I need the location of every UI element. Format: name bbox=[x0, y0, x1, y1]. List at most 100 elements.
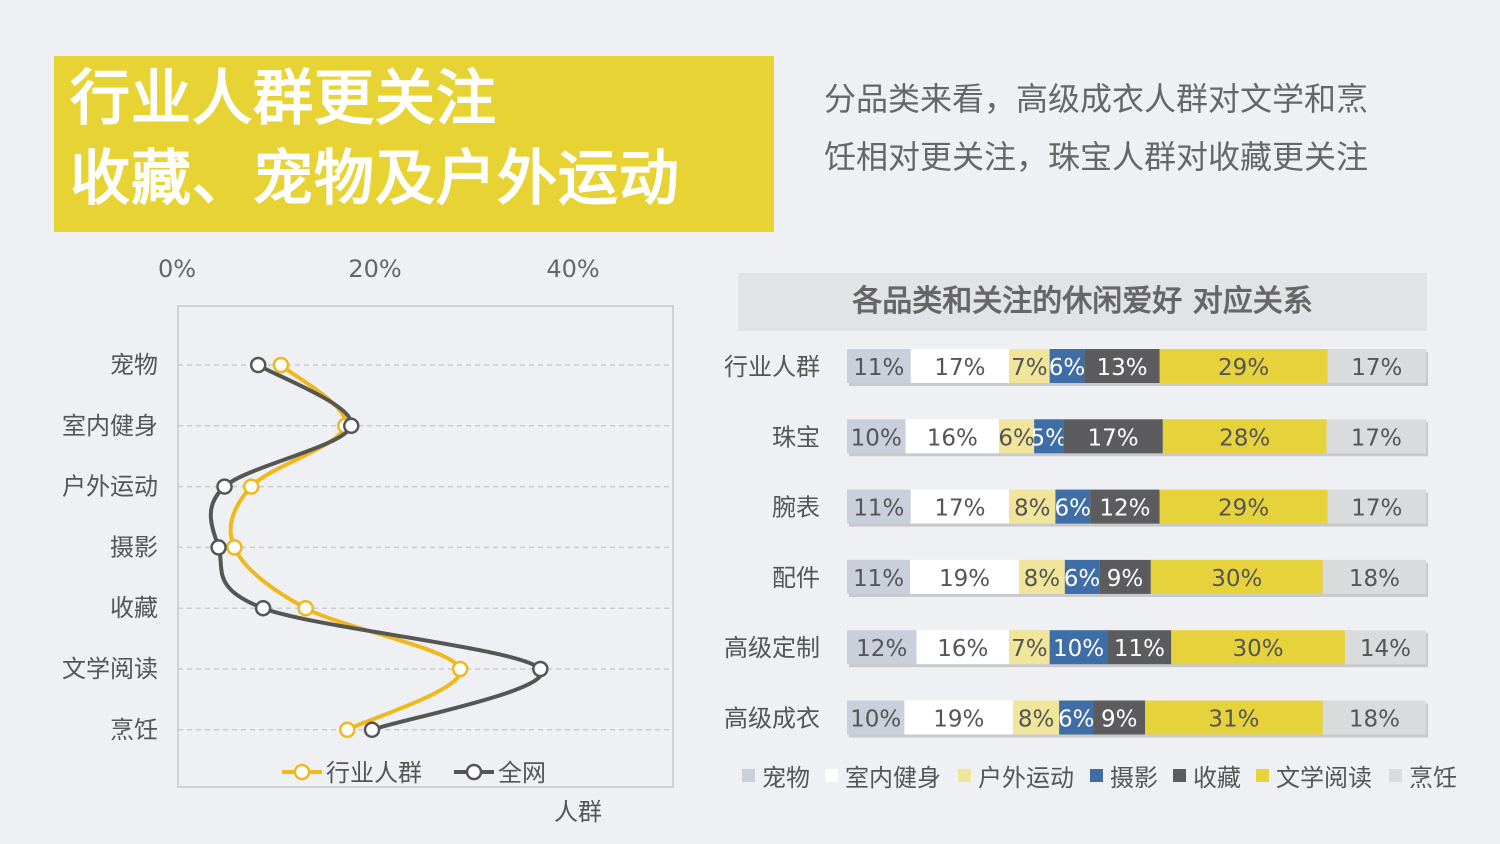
bar-value-label: 17% bbox=[934, 496, 985, 522]
bar-value-label: 18% bbox=[1349, 707, 1400, 733]
bar-segment bbox=[1327, 489, 1426, 524]
bar-value-label: 16% bbox=[927, 425, 978, 451]
bar-segment bbox=[910, 349, 1010, 383]
bar-segment bbox=[1099, 559, 1151, 594]
data-point bbox=[363, 721, 381, 739]
bar-segment bbox=[1009, 630, 1050, 665]
bar-segment bbox=[905, 419, 1000, 454]
bar-segment bbox=[847, 559, 911, 594]
bar-value-label: 8% bbox=[1014, 496, 1051, 522]
bar-segment bbox=[1162, 419, 1327, 454]
bar-shadow bbox=[849, 352, 1428, 386]
bar-value-label: 10% bbox=[1053, 636, 1104, 662]
bar-segment bbox=[1159, 349, 1328, 383]
bar-segment bbox=[847, 419, 906, 454]
bar-value-label: 29% bbox=[1218, 496, 1269, 522]
bar-value-label: 10% bbox=[851, 425, 902, 451]
bar-shadow bbox=[849, 422, 1428, 457]
headline-line-1: 行业人群更关注 bbox=[70, 64, 497, 134]
bar-value-label: 30% bbox=[1233, 636, 1284, 662]
bar-segment bbox=[1171, 630, 1345, 665]
legend-label: 行业人群 bbox=[326, 759, 422, 787]
bar-segment bbox=[1322, 559, 1426, 594]
bar-chart-title-bar: 各品类和关注的休闲爱好 对应关系 bbox=[738, 273, 1427, 331]
data-point bbox=[339, 721, 356, 739]
bar-value-label: 6% bbox=[1049, 355, 1086, 381]
bar-value-label: 7% bbox=[1011, 355, 1048, 381]
bar-value-label: 12% bbox=[856, 636, 907, 662]
bar-value-label: 9% bbox=[1101, 707, 1138, 733]
bar-value-label: 13% bbox=[1096, 355, 1147, 381]
bar-value-label: 17% bbox=[1351, 425, 1402, 451]
bar-segment bbox=[1145, 700, 1323, 735]
category-label: 文学阅读 bbox=[62, 655, 158, 683]
bar-segment bbox=[847, 700, 905, 735]
legend-label: 摄影 bbox=[1110, 764, 1158, 792]
bar-segment bbox=[904, 700, 1014, 735]
bar-segment bbox=[847, 489, 911, 524]
legend-label: 室内健身 bbox=[845, 764, 941, 792]
bar-category-label: 高级定制 bbox=[724, 634, 820, 662]
legend-label: 文学阅读 bbox=[1276, 764, 1372, 792]
bar-category-label: 腕表 bbox=[772, 494, 820, 522]
legend-label: 烹饪 bbox=[1409, 764, 1457, 792]
bar-segment bbox=[847, 349, 911, 383]
bar-value-label: 6% bbox=[1058, 707, 1095, 733]
legend-label: 全网 bbox=[498, 759, 546, 787]
x-tick-label: 20% bbox=[348, 255, 401, 283]
bar-segment bbox=[999, 419, 1035, 454]
legend-marker bbox=[293, 763, 311, 781]
bar-value-label: 11% bbox=[853, 355, 904, 381]
bar-segment bbox=[1009, 349, 1050, 383]
legend-marker bbox=[465, 763, 483, 781]
headline-box: 行业人群更关注 收藏、宠物及户外运动 bbox=[54, 56, 774, 232]
x-tick-label: 40% bbox=[546, 255, 599, 283]
bar-category-label: 珠宝 bbox=[772, 423, 820, 451]
legend-swatch bbox=[1389, 769, 1402, 782]
bar-segment bbox=[910, 489, 1010, 524]
legend-label: 户外运动 bbox=[978, 764, 1074, 792]
bar-segment bbox=[1055, 489, 1091, 524]
legend-label: 收藏 bbox=[1193, 764, 1241, 792]
bar-value-label: 30% bbox=[1211, 566, 1262, 592]
bar-value-label: 11% bbox=[853, 496, 904, 522]
bar-segment bbox=[1059, 700, 1094, 735]
legend-swatch bbox=[1173, 769, 1186, 782]
bar-segment bbox=[1159, 489, 1328, 524]
category-label: 摄影 bbox=[110, 533, 158, 561]
legend-swatch bbox=[1090, 769, 1103, 782]
description-line-2: 饪相对更关注，珠宝人群对收藏更关注 bbox=[824, 138, 1369, 176]
bar-value-label: 9% bbox=[1107, 566, 1144, 592]
bar-value-label: 6% bbox=[1055, 496, 1092, 522]
bar-category-label: 行业人群 bbox=[724, 353, 820, 381]
bar-value-label: 7% bbox=[1011, 636, 1048, 662]
bar-segment bbox=[916, 630, 1010, 665]
bar-chart-title: 各品类和关注的休闲爱好 对应关系 bbox=[852, 284, 1313, 319]
legend-swatch bbox=[742, 769, 755, 782]
bar-value-label: 17% bbox=[1351, 355, 1402, 381]
bar-value-label: 5% bbox=[1031, 425, 1068, 451]
bar-segment bbox=[1084, 349, 1160, 383]
data-point bbox=[272, 356, 290, 374]
data-point bbox=[210, 539, 227, 556]
bar-category-label: 高级成衣 bbox=[724, 705, 820, 733]
category-label: 宠物 bbox=[110, 351, 158, 379]
bar-segment bbox=[1327, 349, 1426, 383]
bar-shadow bbox=[849, 703, 1428, 738]
category-label: 户外运动 bbox=[62, 473, 158, 501]
data-point bbox=[254, 599, 272, 617]
data-point bbox=[216, 478, 233, 495]
bar-value-label: 17% bbox=[1088, 425, 1139, 451]
plot-area bbox=[177, 305, 674, 788]
bar-segment bbox=[1107, 630, 1172, 665]
bar-segment bbox=[1064, 559, 1100, 594]
x-tick-label: 0% bbox=[158, 255, 196, 283]
bar-value-label: 17% bbox=[1351, 496, 1402, 522]
bar-segment bbox=[1049, 630, 1108, 665]
description-line-1: 分品类来看，高级成衣人群对文学和烹 bbox=[824, 80, 1369, 118]
bar-value-label: 19% bbox=[933, 707, 984, 733]
bar-category-label: 配件 bbox=[772, 564, 820, 592]
category-label: 收藏 bbox=[110, 594, 158, 622]
data-point bbox=[226, 539, 243, 556]
